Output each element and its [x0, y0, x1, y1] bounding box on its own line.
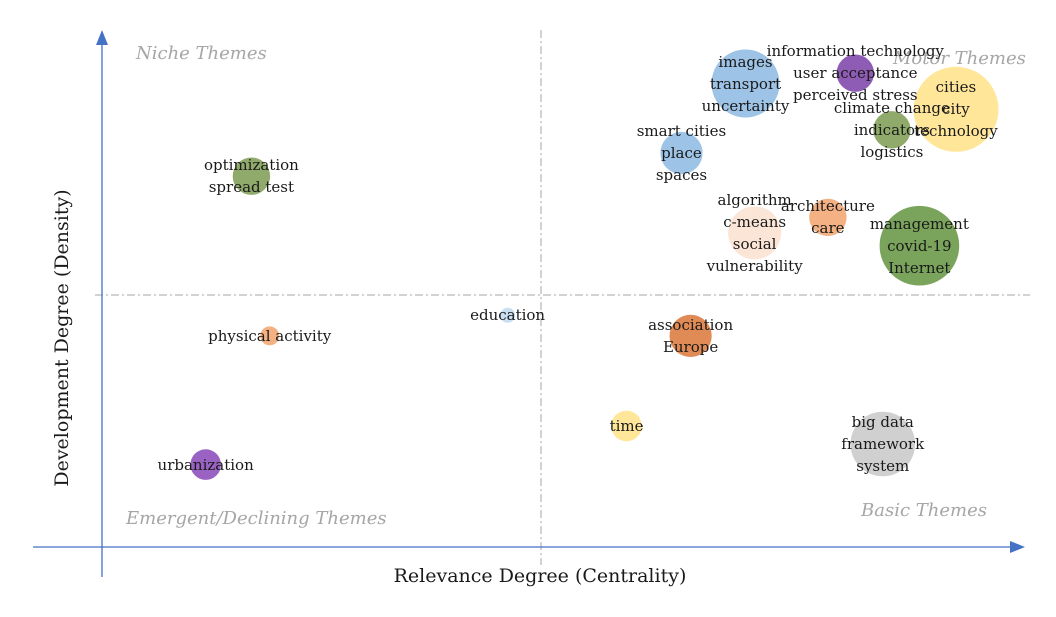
bubble-education	[500, 307, 516, 323]
bubble-label-line: uncertainty	[701, 96, 790, 115]
bubble-label-algorithm: algorithm c-means social vulnerability	[655, 189, 855, 277]
bubble-architecture	[809, 198, 847, 237]
bubble-label-line: physical activity	[208, 326, 332, 345]
bubble-label-climate: climate change indicators logistics	[792, 97, 992, 163]
bubble-label-line: logistics	[860, 142, 924, 161]
bubble-label-line: place	[661, 144, 702, 163]
bubble-label-time: time	[527, 415, 727, 437]
bubble-label-line: technology	[914, 122, 998, 141]
bubble-label-line: care	[811, 219, 845, 238]
bubble-cities	[913, 66, 999, 152]
quadrant-label-emergent: Emergent/Declining Themes	[126, 508, 387, 529]
bubble-label-line: Internet	[888, 258, 951, 277]
bubble-management	[879, 205, 960, 286]
bubble-physical	[260, 326, 280, 346]
bubble-label-line: c-means	[723, 212, 787, 231]
bubble-label-line: urbanization	[157, 455, 254, 474]
bubble-label-optimization: optimization spread test	[151, 154, 351, 198]
x-axis-arrow-icon	[1010, 541, 1025, 553]
bubble-label-bigdata: big data framework system	[783, 411, 983, 477]
axes	[33, 30, 1030, 577]
bubble-label-line: smart cities	[636, 122, 727, 141]
quadrant-label-motor: Motor Themes	[893, 48, 1026, 69]
x-axis-title: Relevance Degree (Centrality)	[393, 565, 687, 587]
bubble-label-line: optimization	[203, 156, 299, 175]
bubble-label-line: images	[718, 52, 773, 71]
bubble-label-line: cities	[935, 78, 977, 97]
bubble-label-smart: smart cities place spaces	[581, 120, 781, 186]
bubble-label-line: big data	[851, 413, 914, 431]
bubble-label-line: spread test	[208, 178, 295, 197]
bubble-time	[611, 410, 642, 442]
bubble-climate	[873, 111, 911, 149]
bubble-label-line: city	[942, 100, 970, 119]
bubble-association	[669, 314, 712, 357]
bubble-label-line: perceived stress	[792, 86, 918, 105]
bubble-label-line: algorithm	[717, 190, 792, 209]
bubble-infotech	[836, 54, 874, 92]
bubble-label-images: images transport uncertainty	[646, 51, 846, 117]
bubble-layer	[190, 49, 999, 480]
bubble-label-line: social	[732, 234, 777, 253]
bubble-label-line: Europe	[662, 337, 719, 356]
bubble-label-line: vulnerability	[706, 256, 803, 275]
bubble-label-line: time	[609, 416, 644, 435]
bubble-label-line: management	[869, 214, 969, 233]
bubble-smart	[660, 131, 703, 175]
quadrant-label-niche: Niche Themes	[136, 43, 267, 64]
bubble-label-association: association Europe	[591, 314, 791, 358]
bubble-label-line: climate change	[833, 98, 950, 117]
bubble-label-line: information technology	[766, 42, 944, 61]
bubble-label-line: indicators	[853, 120, 930, 139]
bubble-label-line: system	[856, 457, 910, 475]
bubble-optimization	[232, 157, 271, 195]
bubble-images	[711, 49, 780, 118]
bubble-label-line: spaces	[655, 166, 708, 185]
bubble-label-urbanization: urbanization	[106, 454, 306, 476]
bubble-label-line: education	[470, 306, 546, 325]
bubble-bigdata	[850, 411, 916, 477]
bubble-label-management: management covid-19 Internet	[819, 213, 1019, 279]
bubble-label-physical: physical activity	[170, 325, 370, 347]
bubble-label-line: transport	[709, 74, 782, 93]
y-axis-title: Development Degree (Density)	[51, 189, 73, 487]
bubble-label-line: association	[648, 315, 734, 334]
bubble-label-line: user acceptance	[793, 64, 918, 83]
bubble-label-education: education	[408, 304, 608, 326]
bubble-label-line: architecture	[780, 197, 875, 216]
bubble-label-infotech: information technology user acceptance per…	[755, 40, 955, 106]
bubble-label-architecture: architecture care	[728, 195, 928, 239]
bubble-label-line: covid-19	[887, 236, 952, 255]
y-axis-arrow-icon	[96, 30, 108, 45]
bubble-label-line: framework	[841, 435, 925, 453]
quadrant-label-basic: Basic Themes	[861, 500, 987, 521]
bubble-urbanization	[190, 449, 221, 480]
bubble-label-cities: cities city technology	[856, 76, 1056, 142]
bubble-algorithm	[728, 206, 782, 260]
